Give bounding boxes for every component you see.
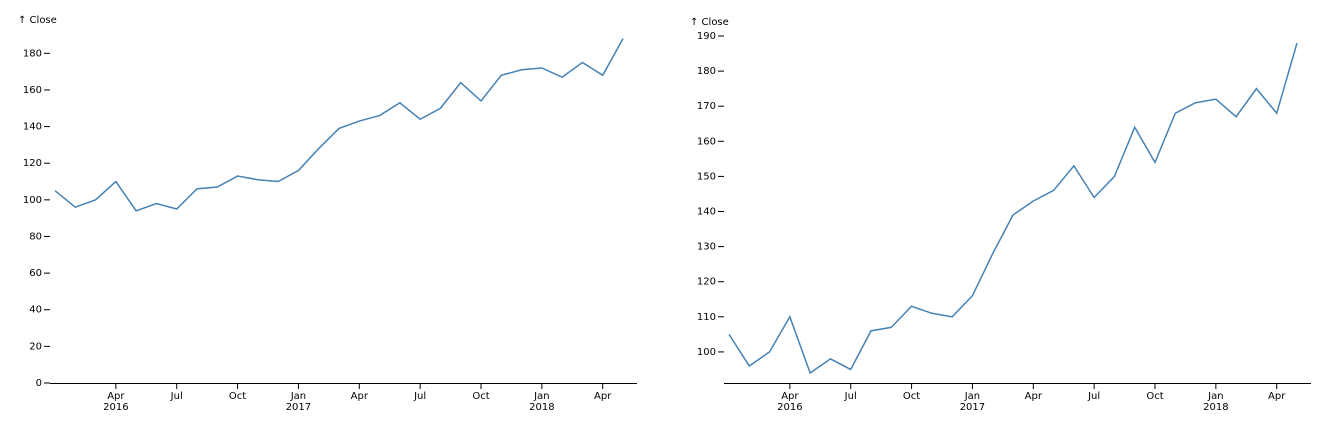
x-tick-label: Jul xyxy=(170,391,183,402)
x-tick-year: 2018 xyxy=(529,402,554,413)
y-tick-label: 140 xyxy=(23,122,42,133)
x-tick-label: Jul xyxy=(413,391,426,402)
y-tick-label: 150 xyxy=(697,171,716,182)
y-tick-label: 20 xyxy=(29,341,42,352)
x-tick-label: Jan xyxy=(533,391,549,402)
x-tick-label: Apr xyxy=(594,391,612,402)
x-tick-year: 2016 xyxy=(777,402,802,413)
y-axis-label: ↑ Close xyxy=(18,15,57,26)
y-tick-label: 0 xyxy=(36,378,42,389)
y-tick-label: 160 xyxy=(23,85,42,96)
x-tick-label: Oct xyxy=(229,391,246,402)
x-tick-label: Oct xyxy=(903,391,920,402)
y-tick-label: 190 xyxy=(697,31,716,42)
y-tick-label: 160 xyxy=(697,136,716,147)
x-tick-year: 2018 xyxy=(1203,402,1228,413)
x-tick-label: Jul xyxy=(1087,391,1100,402)
y-tick-label: 180 xyxy=(697,66,716,77)
price-line xyxy=(54,38,624,212)
x-tick-label: Jul xyxy=(844,391,857,402)
y-tick-label: 120 xyxy=(697,277,716,288)
y-tick-label: 40 xyxy=(29,305,42,316)
x-tick-year: 2017 xyxy=(286,402,311,413)
x-tick-year: 2016 xyxy=(103,402,128,413)
y-tick-label: 100 xyxy=(697,347,716,358)
x-tick-label: Apr xyxy=(1268,391,1286,402)
y-tick-label: 80 xyxy=(29,231,42,242)
x-tick-year: 2017 xyxy=(960,402,985,413)
y-tick-label: 130 xyxy=(697,242,716,253)
x-tick-label: Apr xyxy=(351,391,369,402)
x-tick-label: Apr xyxy=(781,391,799,402)
x-tick-label: Jan xyxy=(1207,391,1223,402)
y-tick-label: 60 xyxy=(29,268,42,279)
y-tick-label: 170 xyxy=(697,101,716,112)
price-line xyxy=(728,42,1298,375)
y-tick-label: 140 xyxy=(697,207,716,218)
y-tick-label: 120 xyxy=(23,158,42,169)
y-axis-label: ↑ Close xyxy=(690,17,729,28)
y-tick-label: 110 xyxy=(697,312,716,323)
x-tick-label: Apr xyxy=(107,391,125,402)
x-tick-label: Apr xyxy=(1025,391,1043,402)
x-tick-label: Oct xyxy=(472,391,489,402)
y-tick-label: 180 xyxy=(23,48,42,59)
x-tick-label: Jan xyxy=(290,391,306,402)
x-tick-label: Jan xyxy=(964,391,980,402)
x-tick-label: Oct xyxy=(1146,391,1163,402)
y-tick-label: 100 xyxy=(23,195,42,206)
